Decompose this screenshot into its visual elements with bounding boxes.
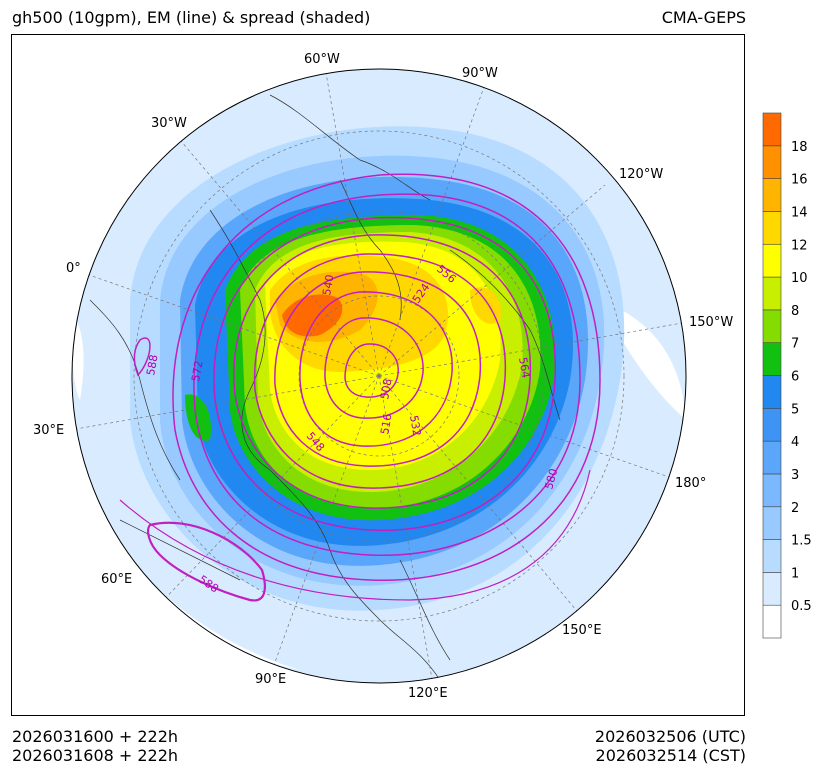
init-time-utc: 2026031600 + 222h <box>12 727 179 746</box>
lon-label: 150°E <box>562 623 602 638</box>
valid-time-cst: 2026032514 (CST) <box>595 746 746 765</box>
colorbar-tick-label: 5 <box>791 402 799 417</box>
spread-shade-12 <box>470 287 501 324</box>
height-contours <box>119 173 601 602</box>
colorbar-tick-label: 4 <box>791 435 799 450</box>
colorbar-box <box>762 473 782 508</box>
contour-label: 580 <box>542 467 560 491</box>
colorbar-box <box>762 342 782 376</box>
colorbar-box <box>762 243 782 278</box>
lon-label: 120°W <box>619 167 663 182</box>
colorbar-box <box>762 112 782 147</box>
colorbar-tick-label: 0.5 <box>791 599 812 614</box>
lon-label: 0° <box>66 261 81 276</box>
colorbar-tick-label: 6 <box>791 370 799 385</box>
coastlines <box>89 94 561 681</box>
lon-label: 30°E <box>33 423 64 438</box>
contour-label: 508 <box>378 378 394 401</box>
colorbar-tick-label: 14 <box>791 205 808 220</box>
colorbar-tick-label: 10 <box>791 271 808 286</box>
colorbar-box <box>762 539 782 573</box>
init-time-cst: 2026031608 + 222h <box>12 746 179 765</box>
colorbar-box <box>762 276 782 311</box>
colorbar-box <box>762 309 782 343</box>
colorbar-box <box>762 506 782 540</box>
colorbar-box <box>762 145 782 179</box>
colorbar-tick-label: 2 <box>791 501 799 516</box>
colorbar-tick-label: 7 <box>791 337 799 352</box>
colorbar-tick-label: 1 <box>791 566 799 581</box>
colorbar-tick-label: 3 <box>791 468 799 483</box>
colorbar-box <box>762 440 782 475</box>
colorbar-tick-label: 18 <box>791 140 808 155</box>
lon-label: 30°W <box>151 116 187 131</box>
lon-label: 120°E <box>408 686 448 701</box>
colorbar-tick-label: 12 <box>791 238 808 253</box>
contour-label: 564 <box>516 356 532 379</box>
colorbar-boxes <box>762 112 782 639</box>
longitude-labels: 60°W 90°W 30°W 120°W 0° 150°W 30°E 180° … <box>33 52 733 701</box>
chart-title: gh500 (10gpm), EM (line) & spread (shade… <box>12 8 371 27</box>
lon-label: 60°E <box>101 572 132 587</box>
lon-label: 90°W <box>462 66 498 81</box>
model-name: CMA-GEPS <box>661 8 746 27</box>
contour-label: 588 <box>144 354 160 377</box>
spread-shade-6 <box>185 394 211 441</box>
colorbar-box <box>762 408 782 442</box>
contour-label: 540 <box>320 274 336 297</box>
colorbar-box <box>762 375 782 409</box>
valid-time-utc: 2026032506 (UTC) <box>594 727 746 746</box>
colorbar-box <box>762 178 782 212</box>
globe-boundary <box>71 68 687 684</box>
colorbar-tick-label: 16 <box>791 173 808 188</box>
colorbar-labels: 0.5 1 1.5 2 3 4 5 6 7 8 10 12 14 16 18 <box>791 140 812 614</box>
contour-label: 532 <box>407 414 423 437</box>
colorbar-box <box>762 211 782 245</box>
lon-label: 150°W <box>689 315 733 330</box>
map-interior: 540 556 524 572 588 564 508 516 532 548 … <box>72 69 686 683</box>
colorbar-box <box>762 572 782 606</box>
map-frame <box>11 34 745 716</box>
colorbar-tick-label: 8 <box>791 304 799 319</box>
contour-label: 572 <box>189 360 205 383</box>
lon-label: 90°E <box>255 672 286 687</box>
colorbar-tick-label: 1.5 <box>791 534 812 549</box>
lon-label: 60°W <box>304 52 340 67</box>
contour-label: 516 <box>378 413 394 436</box>
lon-label: 180° <box>675 476 706 491</box>
colorbar-box <box>762 604 782 639</box>
